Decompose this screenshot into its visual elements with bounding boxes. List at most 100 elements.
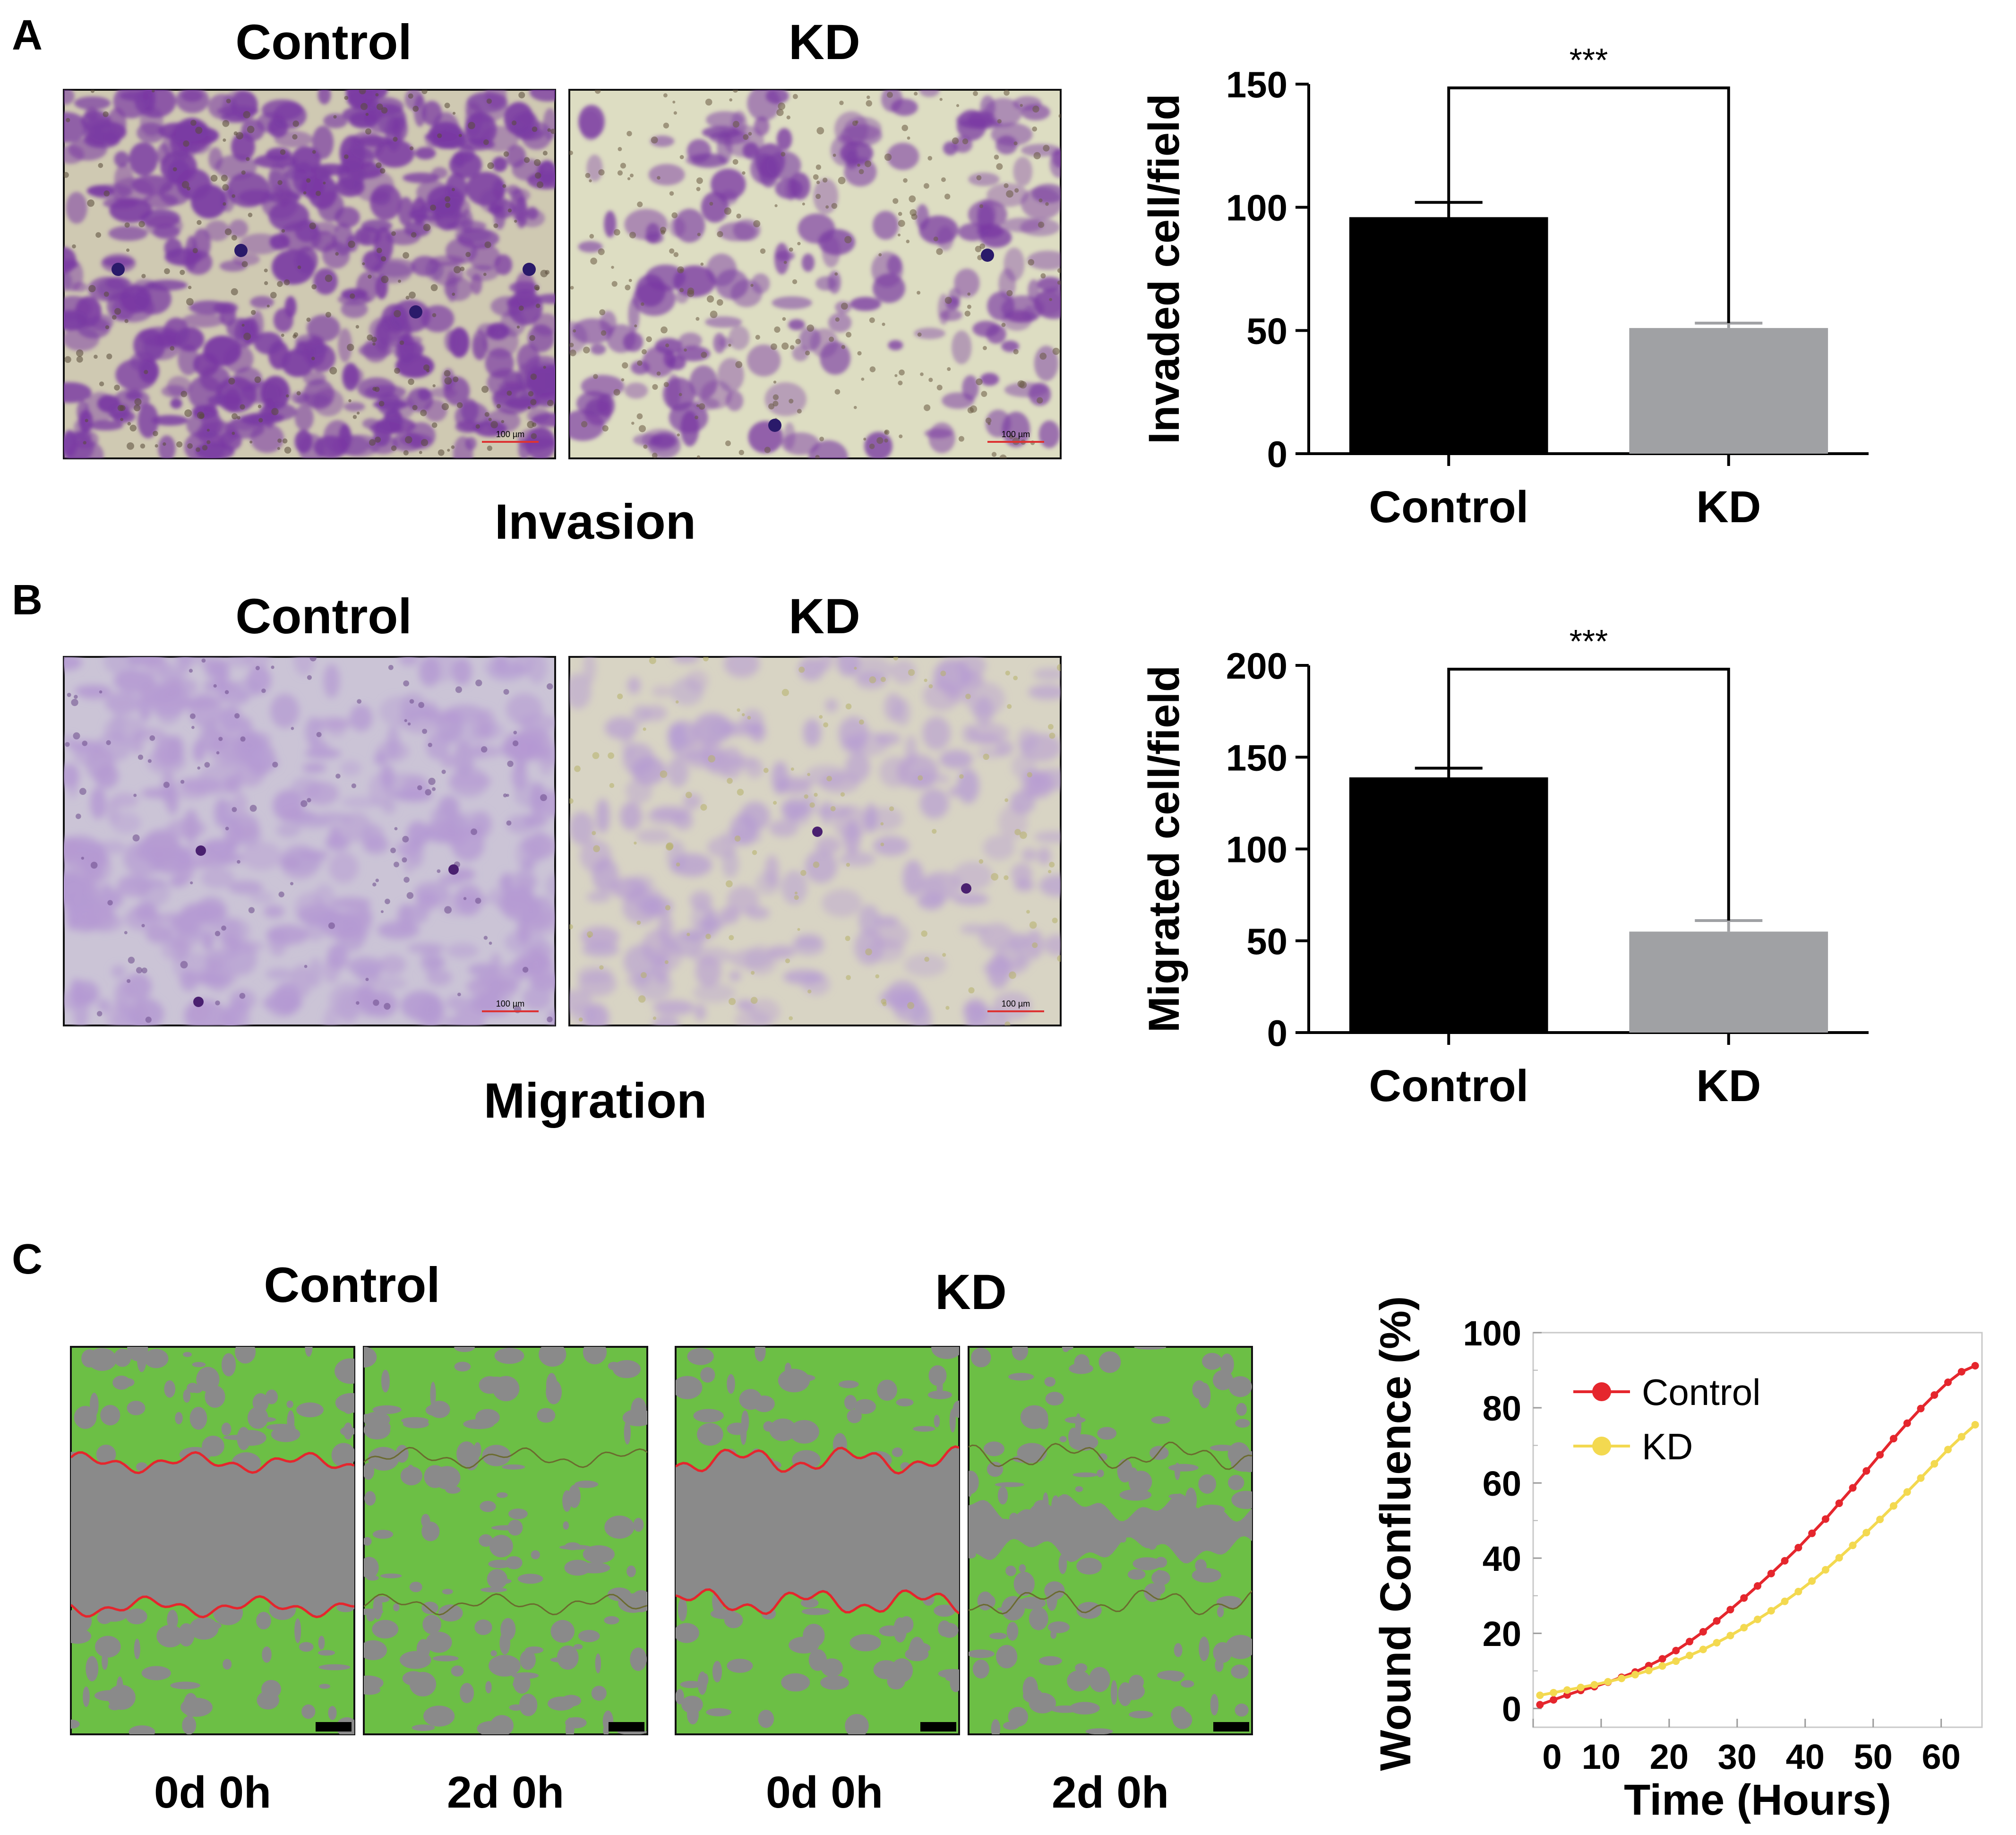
pore (947, 367, 951, 371)
stained-cell (201, 930, 214, 951)
pore (486, 98, 492, 104)
pore (225, 827, 229, 831)
stained-cell (235, 758, 265, 787)
pore (514, 219, 517, 223)
stained-cell (917, 874, 946, 911)
pore (620, 163, 626, 169)
stained-cell (1033, 668, 1061, 681)
pore (214, 930, 221, 937)
cell-free-area (686, 1705, 699, 1725)
stained-cell (711, 168, 746, 200)
pore (487, 445, 492, 451)
pore (797, 241, 801, 246)
stained-cell (1039, 874, 1061, 897)
stained-cell (911, 770, 937, 788)
stained-cell (161, 385, 187, 398)
pore (1032, 126, 1038, 132)
stained-cell (134, 847, 171, 861)
stained-cell (924, 428, 952, 439)
stained-cell (461, 398, 479, 423)
cell-free-area (164, 1380, 176, 1398)
cell-free-area (1226, 1635, 1252, 1659)
cell-free-area (364, 1675, 384, 1690)
cell-free-area (480, 1500, 496, 1512)
stained-cell (1002, 217, 1044, 233)
stained-cell (546, 874, 555, 898)
pore (884, 439, 888, 443)
pore (841, 345, 846, 349)
pore (232, 413, 238, 420)
pore (944, 297, 952, 304)
stained-cell (70, 977, 83, 1008)
pore (432, 384, 436, 388)
stained-cell (143, 193, 178, 209)
y-tick-label: 100 (1226, 829, 1287, 870)
pore (772, 401, 779, 407)
stain-blobs (64, 657, 555, 1025)
pore (438, 449, 445, 456)
stained-cell (251, 310, 264, 340)
stained-cell (311, 231, 337, 252)
cell-free-area (127, 1401, 146, 1415)
image-title-control: Control (235, 15, 412, 70)
pore (388, 664, 394, 670)
pore (732, 90, 738, 93)
dark-spot (812, 827, 823, 837)
pore (899, 434, 903, 439)
pore (356, 1001, 360, 1005)
cell-free-area (1038, 1656, 1062, 1666)
time-stamp: 2d 0h 0m (1219, 1724, 1243, 1731)
stained-cell (600, 310, 617, 335)
stained-cell (781, 798, 809, 819)
pore (804, 794, 808, 799)
pore (292, 334, 297, 339)
pore (372, 882, 377, 887)
stained-cell (886, 980, 920, 1011)
stained-cell (458, 895, 491, 905)
pore (530, 399, 537, 405)
pore (348, 241, 355, 248)
pore (602, 425, 609, 432)
stained-cell (685, 670, 709, 692)
pore (523, 157, 530, 163)
pore (384, 1003, 391, 1010)
cell-free-area (1144, 1583, 1161, 1602)
cell-free-area (192, 1361, 206, 1368)
pore (679, 155, 684, 159)
pore (924, 679, 927, 682)
data-point (1726, 1631, 1734, 1639)
stained-cell (677, 750, 711, 761)
pore (210, 174, 218, 182)
cell-free-area (574, 1644, 583, 1650)
stained-cell (605, 716, 638, 739)
cell-free-area (575, 1481, 599, 1488)
stained-cell (294, 404, 314, 431)
stained-cell (455, 1005, 486, 1025)
pore (795, 338, 801, 345)
cell-free-area (221, 1422, 232, 1436)
cell-free-area (335, 1358, 354, 1384)
cell-free-area (700, 1367, 715, 1383)
stained-cell (509, 188, 531, 202)
pore (527, 406, 531, 409)
stained-cell (522, 834, 555, 859)
pore (503, 151, 509, 157)
cell-free-area (126, 1608, 147, 1625)
data-point (1808, 1529, 1816, 1537)
pore (149, 735, 155, 741)
pore (441, 769, 446, 774)
pore (286, 394, 289, 398)
cell-free-area (512, 1672, 539, 1679)
stained-cell (866, 807, 903, 831)
data-point (1672, 1646, 1680, 1654)
stained-cell (791, 937, 825, 956)
stained-cell (480, 722, 505, 740)
pore (581, 421, 588, 428)
cell-free-area (626, 1565, 636, 1577)
stained-cell (523, 813, 548, 827)
stained-cell (580, 926, 620, 948)
pore (417, 785, 422, 791)
stained-cell (303, 371, 326, 386)
cell-free-area (557, 1645, 579, 1670)
stained-cell (964, 1003, 985, 1014)
